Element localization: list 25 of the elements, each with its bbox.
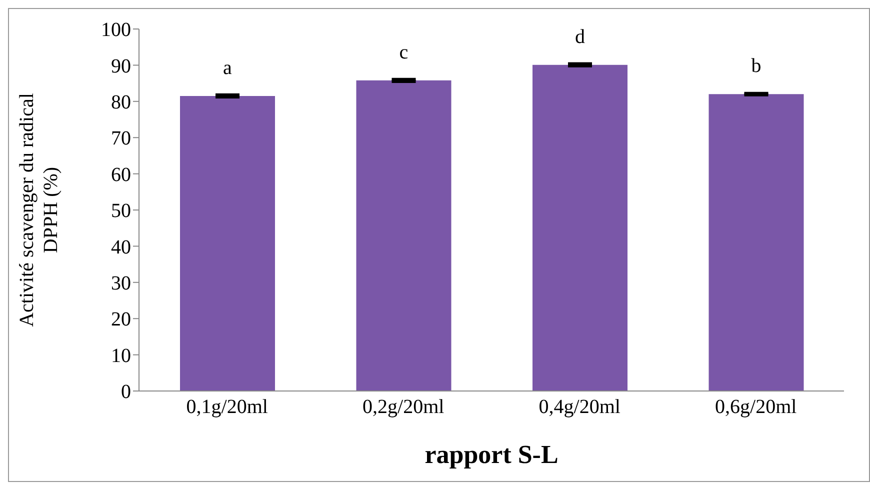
y-tick-label: 50 (111, 200, 131, 222)
x-tick-label: 0,1g/20ml (186, 396, 268, 418)
x-tick-label: 0,6g/20ml (715, 396, 798, 418)
annotation: b (751, 55, 762, 78)
bar (356, 80, 452, 391)
bar (708, 94, 804, 391)
y-tick-label: 40 (111, 236, 131, 258)
annotation: a (223, 56, 232, 79)
y-tick-label: 80 (111, 92, 131, 114)
y-tick-label: 90 (111, 55, 131, 78)
x-axis-title: rapport S-L (424, 440, 558, 469)
y-tick-label: 100 (101, 19, 131, 42)
bar (532, 64, 628, 391)
y-tick-label: 70 (111, 128, 131, 150)
annotation: d (575, 26, 585, 48)
y-axis-title: Activité scavenger du radical DPPH (%) (16, 92, 62, 327)
y-tick-label: 10 (111, 344, 131, 367)
annotation: c (399, 41, 408, 64)
y-tick-label: 30 (111, 272, 131, 294)
x-tick-label: 0,2g/20ml (362, 396, 445, 418)
y-tick-label: 20 (111, 308, 131, 331)
x-tick-label: 0,4g/20ml (538, 396, 621, 418)
y-tick-label: 60 (111, 164, 131, 186)
bar (180, 96, 275, 391)
y-tick-label: 0 (121, 381, 131, 404)
